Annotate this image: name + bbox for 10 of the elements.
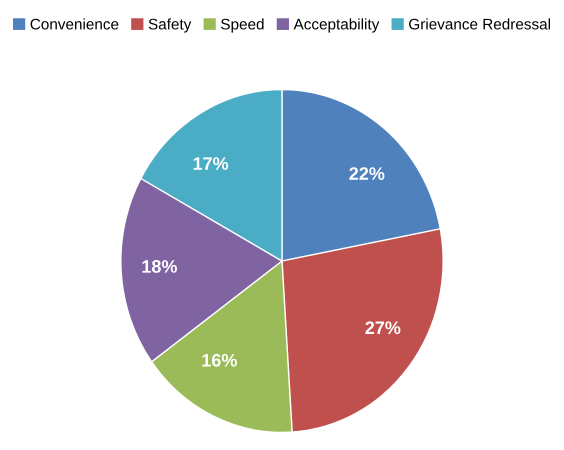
legend-label: Safety bbox=[148, 18, 192, 33]
data-label: 18% bbox=[142, 260, 177, 273]
data-label: 17% bbox=[194, 157, 228, 170]
legend-label: Grievance Redressal bbox=[409, 18, 550, 30]
data-label: 22% bbox=[349, 167, 384, 180]
data-label: 16% bbox=[202, 354, 237, 367]
legend-label: Speed bbox=[221, 18, 264, 33]
legend-label: Acceptability bbox=[294, 18, 380, 33]
data-label: 27% bbox=[365, 321, 400, 334]
legend-label: Convenience bbox=[30, 18, 118, 30]
